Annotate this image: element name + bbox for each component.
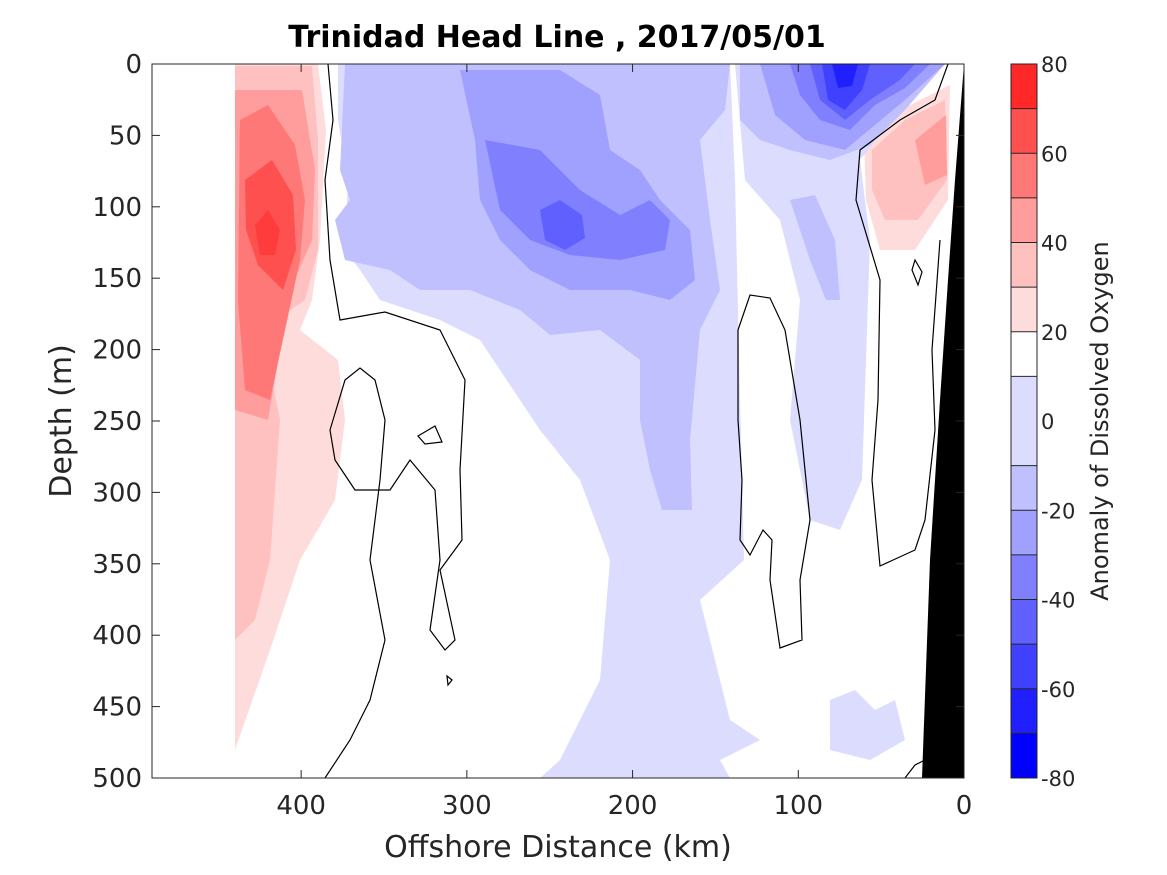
contour-negative-20c xyxy=(790,195,840,300)
bathymetry-shelf xyxy=(922,64,964,778)
colorbar-tick-label: -80 xyxy=(1041,767,1075,791)
y-tick-label: 250 xyxy=(92,407,142,437)
contour-negative-60 xyxy=(822,64,870,110)
colorbar-label: Anomaly of Dissolved Oxygen xyxy=(1086,241,1114,601)
colorbar-tick-label: 80 xyxy=(1041,53,1068,77)
colorbar-swatch xyxy=(1011,197,1037,243)
y-tick-label: 150 xyxy=(92,264,142,294)
zero-contour-closed-b xyxy=(446,674,453,687)
contour-positive-60 xyxy=(255,210,280,255)
colorbar-tick-label: -20 xyxy=(1041,499,1075,523)
y-tick-label: 500 xyxy=(92,764,142,794)
colorbar-swatch xyxy=(1011,108,1037,154)
colorbar-swatch xyxy=(1011,287,1037,332)
zero-contour-mid xyxy=(737,294,811,649)
y-tick-label: 200 xyxy=(92,336,142,366)
y-tick-label: 300 xyxy=(92,478,142,508)
y-tick-label: 350 xyxy=(92,550,142,580)
contour-negative-10b xyxy=(735,64,945,530)
y-tick-label: 450 xyxy=(92,693,142,723)
contour-negative-50 xyxy=(540,200,585,250)
x-tick-label: 300 xyxy=(442,791,492,821)
colorbar-swatch xyxy=(1011,688,1037,734)
colorbar-swatch xyxy=(1011,64,1037,109)
zero-contour-west xyxy=(324,64,466,778)
colorbar-swatch xyxy=(1011,554,1037,600)
contour-negative-70 xyxy=(832,64,858,88)
x-tick-label: 0 xyxy=(956,791,973,821)
colorbar-tick-label: -60 xyxy=(1041,678,1075,702)
colorbar-swatch xyxy=(1011,599,1037,645)
colorbar-swatch xyxy=(1011,644,1037,689)
x-axis: 400 300 200 100 0 xyxy=(276,64,972,821)
zero-contour-lines xyxy=(324,64,949,778)
y-tick-label: 400 xyxy=(92,621,142,651)
colorbar-tick-label: 20 xyxy=(1041,321,1068,345)
colorbar-swatch xyxy=(1011,331,1037,377)
contour-fill-layer xyxy=(235,64,964,778)
zero-contour-closed-a xyxy=(417,425,443,445)
zero-contour-small xyxy=(911,258,923,287)
y-tick-label: 50 xyxy=(109,121,142,151)
contour-nearshore-positive-30 xyxy=(915,115,947,185)
colorbar-swatch xyxy=(1011,242,1037,288)
colorbar-tick-label: -40 xyxy=(1041,589,1075,613)
colorbar-tick-label: 40 xyxy=(1041,232,1068,256)
plot-area: 400 300 200 100 0 0 50 100 150 200 250 300 350 400 45… xyxy=(92,50,972,821)
colorbar-swatch xyxy=(1011,376,1037,466)
colorbar-tick-label: 60 xyxy=(1041,142,1068,166)
y-axis: 0 50 100 150 200 250 300 350 400 450 500 xyxy=(92,50,964,794)
colorbar-frame xyxy=(1010,63,1038,779)
colorbar-swatch xyxy=(1011,153,1037,198)
zero-contour-bottom xyxy=(904,759,926,778)
colorbar-swatch xyxy=(1011,465,1037,511)
x-axis-label: Offshore Distance (km) xyxy=(384,830,732,865)
contour-negative-40 xyxy=(485,140,670,260)
colorbar: 80 60 40 20 0 -20 -40 -60 -80 xyxy=(1010,53,1075,791)
x-tick-label: 200 xyxy=(608,791,658,821)
chart-title: Trinidad Head Line , 2017/05/01 xyxy=(288,20,825,55)
x-tick-label: 100 xyxy=(773,791,823,821)
x-tick-label: 400 xyxy=(276,791,326,821)
y-tick-label: 100 xyxy=(92,193,142,223)
contour-negative-10c xyxy=(830,690,905,760)
zero-contour-east xyxy=(855,64,949,567)
y-axis-label: Depth (m) xyxy=(44,344,79,498)
colorbar-swatch xyxy=(1011,510,1037,555)
y-tick-label: 0 xyxy=(125,50,142,80)
colorbar-tick-label: 0 xyxy=(1041,410,1054,434)
colorbar-swatch xyxy=(1011,733,1037,778)
